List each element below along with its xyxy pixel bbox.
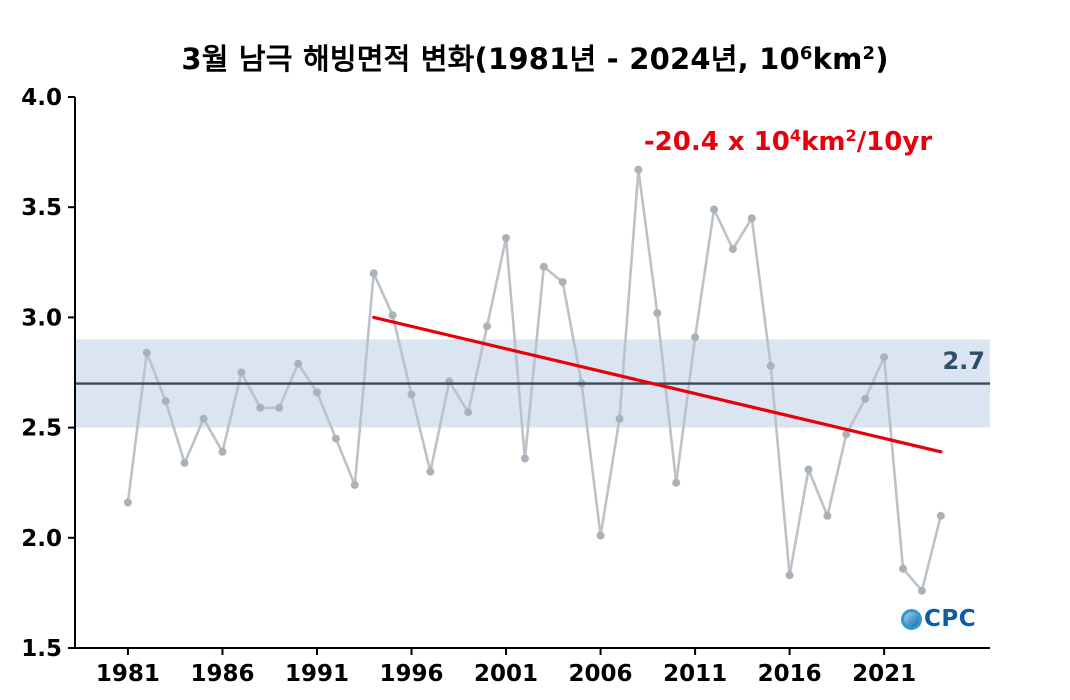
trend-value: -20.4 x 10 <box>643 127 790 157</box>
data-point <box>842 430 851 439</box>
data-point <box>747 214 756 223</box>
trend-line <box>372 315 943 454</box>
data-point <box>369 269 378 278</box>
x-tick-label: 2016 <box>758 661 822 687</box>
x-tick-label: 1996 <box>380 661 444 687</box>
data-point <box>426 467 435 476</box>
data-point <box>936 511 945 520</box>
x-tick-label: 2001 <box>474 661 538 687</box>
data-point <box>710 205 718 214</box>
title-superscript-2: 2 <box>862 43 876 65</box>
trend-superscript: 4 <box>789 126 802 146</box>
y-tick-label: 2.5 <box>21 416 62 442</box>
x-tick-label: 2006 <box>569 661 633 687</box>
x-tick-label: 2021 <box>852 661 916 687</box>
y-tick-label: 1.5 <box>21 636 62 662</box>
data-point <box>388 311 397 320</box>
title-superscript: 6 <box>799 43 813 65</box>
x-tick-label: 1981 <box>96 661 160 687</box>
data-point <box>539 262 548 271</box>
data-point <box>596 531 605 540</box>
data-point <box>407 390 416 399</box>
data-point <box>464 408 473 417</box>
data-point <box>256 403 265 412</box>
data-point <box>899 564 907 573</box>
data-point <box>237 368 246 377</box>
title-close: ) <box>875 42 889 76</box>
title-unit: km <box>812 42 863 76</box>
data-point <box>123 498 132 507</box>
data-point <box>766 361 775 370</box>
x-tick-label: 1986 <box>190 661 254 687</box>
trend-superscript-2: 2 <box>845 126 857 146</box>
y-tick-label: 3.0 <box>21 305 62 331</box>
globe-icon <box>901 608 922 630</box>
logo-text: CPC <box>924 606 977 632</box>
data-point <box>483 322 492 331</box>
data-point <box>520 454 529 463</box>
data-point <box>161 397 170 406</box>
data-point <box>180 458 189 467</box>
ocpc-logo: CPC <box>901 606 976 632</box>
mean-value-label: 2.7 <box>942 347 985 375</box>
y-tick-label: 3.5 <box>21 195 62 221</box>
data-point <box>691 333 700 342</box>
trend-annotation: -20.4 x 104km2/10yr <box>608 126 968 157</box>
y-tick-label: 4.0 <box>21 85 62 111</box>
data-point <box>634 165 643 174</box>
data-point <box>142 348 151 357</box>
x-tick-label: 2011 <box>663 661 727 687</box>
title-text: 3월 남극 해빙면적 변화(1981년 - 2024년, 10 <box>181 42 800 76</box>
x-tick-label: 1991 <box>285 661 349 687</box>
data-point <box>294 359 303 368</box>
data-point <box>653 309 662 317</box>
data-point <box>672 478 681 487</box>
data-point <box>917 586 926 595</box>
trend-unit: km <box>801 127 846 157</box>
data-point <box>823 511 832 520</box>
trend-per-decade: /10yr <box>856 127 933 157</box>
y-tick-label: 2.0 <box>21 526 62 552</box>
chart-title: 3월 남극 해빙면적 변화(1981년 - 2024년, 106km2) <box>0 36 1070 78</box>
data-point <box>502 234 510 243</box>
data-point <box>275 403 284 412</box>
data-point <box>313 388 321 397</box>
data-point <box>861 394 870 403</box>
data-point <box>615 414 624 423</box>
data-point <box>785 571 794 580</box>
data-point <box>728 245 737 254</box>
data-point <box>804 465 813 474</box>
data-point <box>350 480 359 489</box>
data-point <box>331 434 340 443</box>
data-point <box>880 353 889 362</box>
data-point <box>199 414 208 423</box>
data-point <box>558 278 567 287</box>
data-point <box>218 447 227 456</box>
